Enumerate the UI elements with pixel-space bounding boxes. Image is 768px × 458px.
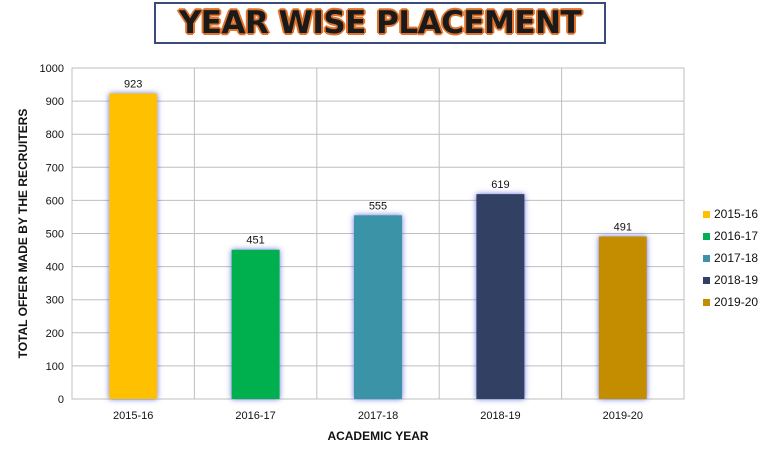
data-label-2016-17: 451 <box>246 235 264 247</box>
x-axis-title: ACADEMIC YEAR <box>327 429 428 443</box>
y-tick-label: 900 <box>46 96 64 108</box>
y-tick-label: 100 <box>46 361 64 373</box>
legend-swatch <box>703 232 710 240</box>
bar-2016-17 <box>231 249 280 399</box>
y-tick-label: 800 <box>46 129 64 141</box>
legend-label: 2019-20 <box>714 295 759 309</box>
legend-item: 2016-17 <box>703 225 758 247</box>
y-tick-label: 200 <box>46 328 64 340</box>
y-tick-label: 300 <box>46 295 64 307</box>
x-tick-label-2016-17: 2016-17 <box>235 410 275 422</box>
y-tick-label: 0 <box>58 394 64 406</box>
data-label-2017-18: 555 <box>369 200 387 212</box>
data-label-2019-20: 491 <box>614 221 632 233</box>
legend-label: 2015-16 <box>714 207 759 221</box>
legend-item: 2017-18 <box>703 247 758 269</box>
data-label-2018-19: 619 <box>491 179 509 191</box>
bar-2015-16 <box>109 93 158 399</box>
y-tick-label: 400 <box>46 262 64 274</box>
chart-title-box: YEAR WISE PLACEMENT <box>154 2 606 44</box>
y-tick-label: 500 <box>46 229 64 241</box>
bar-2017-18 <box>354 215 402 399</box>
data-label-2015-16: 923 <box>124 78 142 90</box>
legend-swatch <box>703 276 710 284</box>
legend-swatch <box>703 210 710 218</box>
y-tick-label: 1000 <box>40 63 64 75</box>
x-tick-label-2015-16: 2015-16 <box>113 410 153 422</box>
legend-swatch <box>703 298 710 306</box>
y-tick-label: 600 <box>46 195 64 207</box>
legend-swatch <box>703 254 710 262</box>
y-axis-title: TOTAL OFFER MADE BY THE RECRUITERS <box>16 109 30 359</box>
legend-item: 2018-19 <box>703 269 758 291</box>
legend: 2015-16 2016-17 2017-18 2018-19 2019-20 <box>703 203 758 313</box>
x-tick-label-2019-20: 2019-20 <box>603 410 643 422</box>
chart-title: YEAR WISE PLACEMENT <box>178 5 582 41</box>
legend-label: 2017-18 <box>714 251 759 265</box>
legend-item: 2015-16 <box>703 203 758 225</box>
bar-2018-19 <box>476 194 525 399</box>
legend-label: 2016-17 <box>714 229 759 243</box>
bar-2019-20 <box>598 236 647 399</box>
x-tick-label-2017-18: 2017-18 <box>358 410 398 422</box>
y-tick-label: 700 <box>46 162 64 174</box>
x-tick-label-2018-19: 2018-19 <box>480 410 520 422</box>
legend-label: 2018-19 <box>714 273 759 287</box>
legend-item: 2019-20 <box>703 291 758 313</box>
